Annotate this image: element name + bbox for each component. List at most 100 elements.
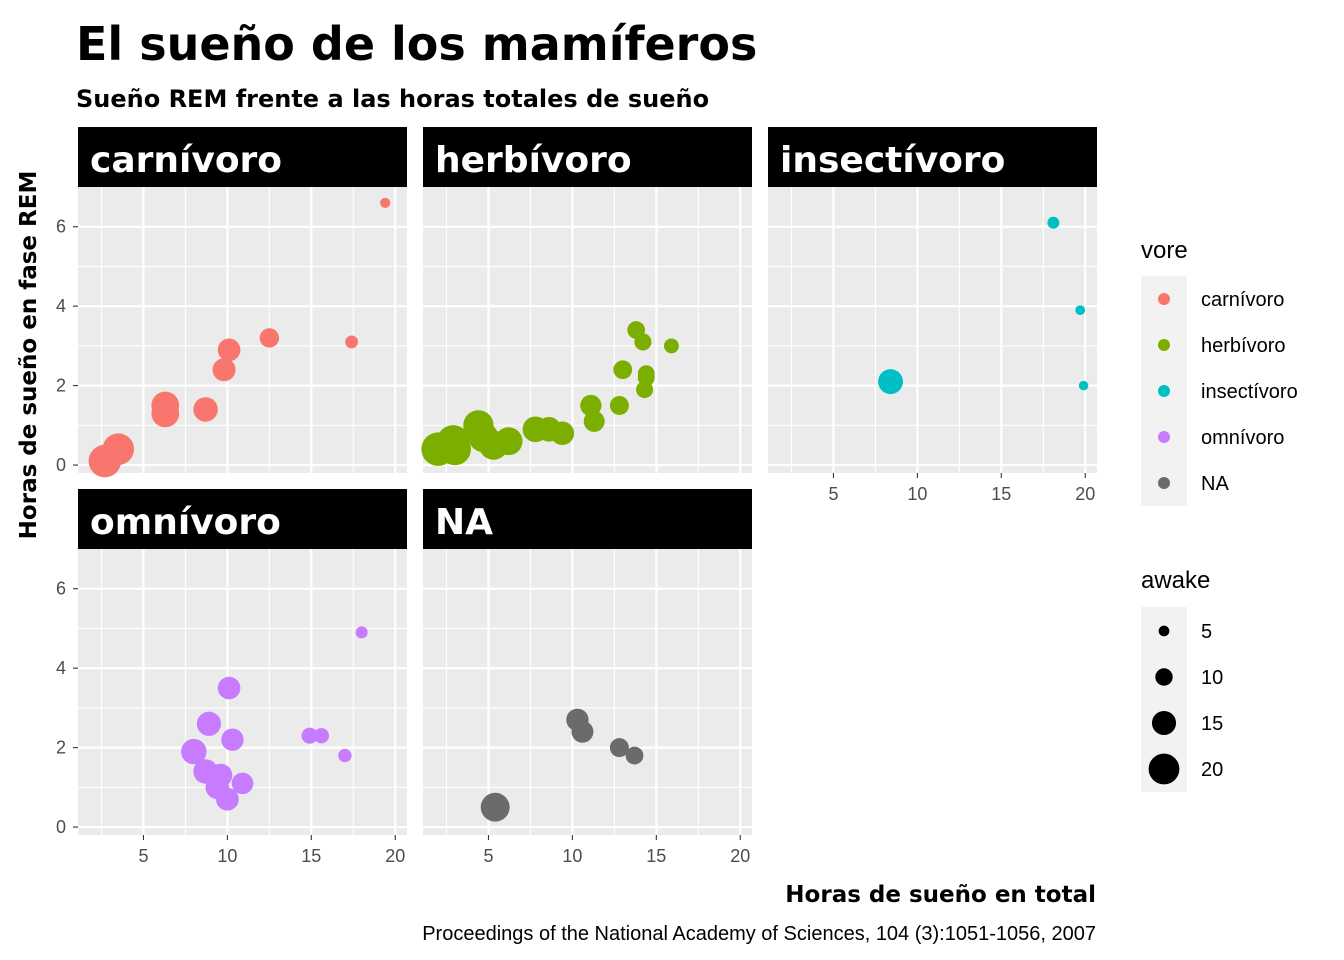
data-point [878, 369, 903, 395]
chart-title: El sueño de los mamíferos [76, 17, 757, 71]
panel-background [768, 187, 1097, 473]
data-point [345, 335, 359, 349]
facet-strip-label: insectívoro [780, 140, 1005, 181]
legend-color-label: herbívoro [1201, 335, 1286, 357]
facet-strip [78, 127, 407, 187]
data-point [1075, 305, 1086, 316]
x-tick-label: 15 [991, 484, 1011, 504]
y-tick-label: 0 [56, 455, 66, 475]
data-point [634, 333, 652, 351]
legend-color-label: insectívoro [1201, 381, 1298, 403]
facet-strip [423, 489, 752, 549]
y-tick-label: 2 [56, 376, 66, 396]
data-point [301, 727, 318, 744]
data-point [550, 421, 575, 446]
legend-size-key [1151, 710, 1177, 736]
data-point [1078, 380, 1089, 391]
legend-color-key [1158, 431, 1170, 443]
data-point [636, 381, 654, 399]
legend-color-label: NA [1201, 473, 1229, 495]
legend-color-key [1158, 339, 1170, 351]
legend-color-key [1158, 477, 1170, 489]
data-point [480, 792, 510, 822]
facet-strip [423, 127, 752, 187]
x-tick-label: 5 [483, 846, 493, 866]
x-tick-label: 15 [646, 846, 666, 866]
facet-strip-label: carnívoro [90, 140, 282, 181]
legend-vore: vore carnívoro herbívoro insectívoro omnívo… [1141, 237, 1298, 506]
facet-panel: herbívoro [421, 127, 752, 473]
data-point [196, 711, 222, 736]
data-point [380, 197, 391, 208]
legend-color-key [1158, 293, 1170, 305]
legend-vore-title: vore [1141, 237, 1188, 264]
legend-size-label: 10 [1201, 667, 1223, 689]
legend-awake: awake 5 10 15 20 [1141, 567, 1223, 792]
y-tick-label: 6 [56, 217, 66, 237]
data-point [259, 328, 280, 348]
data-point [1047, 216, 1060, 229]
data-point [313, 728, 330, 744]
legend-size-label: 20 [1201, 759, 1223, 781]
data-point [193, 397, 218, 422]
data-point [609, 395, 629, 415]
data-point [151, 399, 180, 428]
data-point [583, 410, 605, 432]
y-tick-label: 0 [56, 817, 66, 837]
facet-strip [78, 489, 407, 549]
data-point [664, 338, 679, 354]
x-tick-label: 20 [1075, 484, 1095, 504]
data-point [181, 738, 207, 765]
facet-panel: NA 5 10 15 20 [423, 489, 752, 866]
legend-size-label: 5 [1201, 621, 1212, 643]
y-axis-label: Horas de sueño en fase REM [16, 171, 42, 540]
data-point [217, 676, 241, 700]
chart-caption: Proceedings of the National Academy of S… [422, 923, 1096, 945]
data-point [571, 720, 594, 743]
data-point [355, 626, 368, 639]
data-point [609, 738, 629, 758]
x-tick-label: 10 [907, 484, 927, 504]
legend-size-key [1155, 668, 1173, 686]
y-tick-label: 6 [56, 579, 66, 599]
data-point [231, 772, 254, 795]
legend-color-key [1158, 385, 1170, 397]
data-point [216, 787, 239, 811]
facet-strip-label: NA [435, 502, 493, 543]
legend-color-label: carnívoro [1201, 289, 1284, 311]
chart-subtitle: Sueño REM frente a las horas totales de … [76, 85, 709, 113]
x-tick-label: 5 [138, 846, 148, 866]
x-tick-label: 15 [301, 846, 321, 866]
data-point [338, 748, 352, 763]
data-point [217, 338, 241, 362]
panel-background [78, 187, 407, 473]
panel-background [423, 549, 752, 835]
facet-panel: omnívoro 5 10 15 20 0 2 4 6 [56, 489, 407, 866]
x-tick-label: 20 [730, 846, 750, 866]
x-tick-label: 20 [385, 846, 405, 866]
y-tick-label: 2 [56, 738, 66, 758]
data-point [494, 427, 523, 456]
legend-size-key [1148, 753, 1180, 785]
data-point [625, 746, 644, 765]
legend-size-key [1158, 625, 1170, 637]
x-tick-label: 10 [562, 846, 582, 866]
facet-strip-label: omnívoro [90, 502, 281, 543]
legend-size-label: 15 [1201, 713, 1223, 735]
legend-awake-title: awake [1141, 567, 1210, 594]
facet-panel: carnívoro 0 2 4 6 [56, 127, 407, 478]
data-point [580, 394, 602, 417]
x-axis-label: Horas de sueño en total [785, 882, 1096, 908]
x-tick-label: 10 [217, 846, 237, 866]
data-point [221, 728, 244, 751]
legend-color-label: omnívoro [1201, 427, 1284, 449]
facet-strip-label: herbívoro [435, 140, 632, 181]
y-tick-label: 4 [56, 296, 66, 316]
data-point [212, 358, 236, 382]
facet-strip [768, 127, 1097, 187]
data-point [613, 360, 633, 380]
x-tick-label: 5 [828, 484, 838, 504]
data-point [438, 433, 471, 466]
